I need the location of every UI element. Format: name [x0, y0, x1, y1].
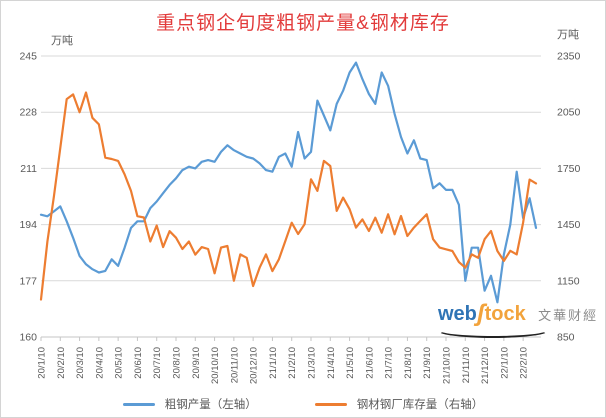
x-axis-tick-label: 21/2/10 — [287, 347, 298, 379]
x-axis-tick-label: 20/3/10 — [75, 347, 86, 379]
x-axis-tick-label: 21/8/10 — [403, 347, 414, 379]
x-axis-tick-label: 21/5/10 — [345, 347, 356, 379]
x-axis-tick-label: 21/12/10 — [480, 347, 491, 384]
left-axis-tick-label: 177 — [19, 275, 37, 287]
x-axis-tick-label: 21/11/10 — [461, 347, 472, 383]
left-axis-tick-label: 245 — [19, 51, 37, 63]
legend-label-inventory: 钢材钢厂库存量（右轴） — [356, 399, 484, 411]
right-axis-tick-label: 1450 — [557, 219, 581, 231]
right-axis-tick-label: 1750 — [557, 163, 581, 175]
x-axis-tick-label: 21/4/10 — [326, 347, 337, 379]
inventory-line-series — [39, 91, 538, 301]
watermark-underline-swoosh — [436, 322, 550, 338]
x-axis-tick-label: 20/11/10 — [229, 347, 240, 383]
watermark-swoosh-icon: ʃ — [476, 300, 485, 327]
watermark-company-text: 文華财經 — [538, 308, 599, 323]
x-axis-tick-label: 21/10/10 — [442, 347, 453, 384]
watermark-logo: webʃtock 文華财經 — [436, 300, 599, 338]
left-axis-tick-label: 228 — [19, 107, 37, 119]
x-axis-tick-label: 20/7/10 — [152, 347, 163, 379]
x-axis-tick-label: 20/10/10 — [210, 347, 221, 384]
right-axis-tick-label: 2050 — [557, 107, 581, 119]
production-line-swatch — [122, 402, 155, 406]
x-axis-tick-label: 22/2/10 — [519, 347, 530, 379]
x-axis-tick-label: 20/9/10 — [191, 347, 202, 379]
legend-label-production: 粗钢产量（左轴） — [164, 399, 257, 411]
left-axis-tick-label: 194 — [19, 219, 37, 231]
x-axis-tick-label: 21/6/10 — [364, 347, 375, 379]
x-axis-tick-label: 20/4/10 — [94, 347, 105, 379]
right-axis-unit: 万吨 — [557, 29, 579, 41]
x-axis-tick-label: 20/1/10 — [37, 347, 48, 379]
chart-title: 重点钢企旬度粗钢产量&钢材库存 — [156, 13, 450, 34]
x-axis-tick-label: 20/2/10 — [56, 347, 67, 379]
right-axis-tick-label: 1150 — [557, 275, 580, 287]
production-line-series — [39, 61, 538, 304]
x-axis-tick-label: 20/5/10 — [114, 347, 125, 379]
left-axis-unit: 万吨 — [51, 35, 73, 47]
inventory-line-swatch — [314, 402, 347, 406]
x-axis-tick-label: 21/9/10 — [422, 347, 433, 379]
x-axis-tick-label: 21/3/10 — [307, 347, 318, 379]
watermark-tock-text: tock — [484, 303, 526, 325]
right-axis-tick-label: 2350 — [557, 51, 581, 63]
left-axis-tick-label: 160 — [19, 332, 37, 344]
x-axis-tick-label: 21/7/10 — [384, 347, 395, 379]
left-axis-tick-label: 211 — [20, 163, 37, 175]
x-axis-tick-label: 20/12/10 — [249, 347, 260, 384]
x-axis-tick-label: 20/6/10 — [133, 347, 144, 379]
x-axis-tick-label: 22/1/10 — [499, 347, 510, 379]
x-axis-tick-label: 21/1/10 — [268, 347, 279, 379]
x-axis-tick-label: 20/8/10 — [172, 347, 183, 379]
right-axis-tick-label: 850 — [557, 332, 575, 344]
legend-item-inventory[interactable]: 钢材钢厂库存量（右轴） — [314, 396, 484, 412]
chart-legend: 粗钢产量（左轴） 钢材钢厂库存量（右轴） — [1, 394, 605, 414]
watermark-web-text: web — [438, 303, 477, 325]
legend-item-production[interactable]: 粗钢产量（左轴） — [122, 396, 257, 412]
